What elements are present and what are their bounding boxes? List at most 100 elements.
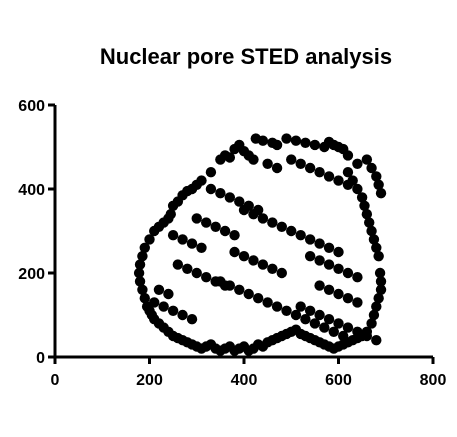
- data-point: [342, 293, 354, 304]
- data-point: [219, 280, 231, 291]
- data-point: [234, 284, 245, 295]
- data-point: [257, 135, 269, 146]
- data-point: [314, 238, 325, 249]
- data-point: [257, 259, 269, 270]
- data-point: [267, 263, 278, 274]
- data-point: [191, 267, 202, 279]
- data-point: [229, 230, 240, 241]
- data-point: [314, 309, 325, 321]
- data-point: [333, 318, 344, 329]
- y-tick-label: 0: [36, 350, 45, 367]
- data-point: [371, 171, 382, 182]
- data-point: [205, 183, 217, 195]
- data-point: [373, 251, 384, 262]
- data-point: [352, 183, 363, 195]
- data-point: [215, 188, 226, 199]
- data-point: [290, 309, 302, 321]
- data-point: [271, 139, 283, 151]
- data-point: [134, 259, 146, 270]
- data-point: [333, 288, 344, 300]
- chart-title: Nuclear pore STED analysis: [100, 44, 392, 69]
- data-point: [323, 314, 335, 325]
- data-point: [371, 301, 382, 312]
- data-point: [257, 213, 269, 224]
- data-point: [361, 330, 373, 342]
- data-point: [271, 301, 283, 312]
- data-point: [373, 293, 384, 304]
- data-point: [342, 167, 354, 178]
- data-point: [352, 272, 363, 283]
- data-point: [323, 259, 335, 270]
- data-point: [167, 230, 179, 241]
- data-point: [375, 284, 387, 295]
- data-point: [210, 276, 221, 287]
- data-point: [182, 263, 193, 274]
- data-point: [137, 251, 148, 262]
- data-point: [359, 200, 370, 211]
- data-point: [368, 234, 380, 245]
- data-point: [323, 242, 335, 253]
- y-tick-label: 600: [18, 98, 45, 115]
- data-point: [167, 305, 179, 316]
- data-point: [342, 150, 354, 161]
- data-point: [248, 154, 259, 165]
- data-point: [262, 158, 273, 169]
- data-point: [342, 267, 354, 279]
- data-point: [139, 242, 150, 253]
- data-point: [314, 255, 325, 266]
- y-tick-label: 400: [18, 182, 45, 199]
- data-point: [252, 293, 264, 304]
- data-point: [286, 225, 297, 237]
- data-point: [342, 322, 354, 333]
- data-point: [352, 297, 363, 308]
- data-point: [375, 276, 387, 287]
- data-point: [374, 267, 386, 279]
- data-point: [314, 280, 325, 291]
- data-point: [229, 246, 240, 258]
- data-point: [338, 330, 349, 342]
- x-tick-label: 200: [136, 372, 163, 389]
- data-point: [309, 139, 321, 151]
- data-point: [144, 234, 155, 245]
- data-point: [276, 221, 287, 232]
- data-point: [300, 314, 311, 325]
- data-point: [177, 309, 188, 321]
- data-points: [133, 133, 387, 356]
- data-point: [314, 167, 325, 178]
- data-point: [163, 288, 174, 300]
- data-point: [328, 326, 339, 337]
- data-point: [248, 255, 259, 266]
- data-point: [295, 230, 306, 241]
- data-point: [215, 154, 226, 165]
- data-point: [276, 267, 287, 279]
- data-point: [333, 246, 344, 258]
- y-tick-label: 200: [18, 266, 45, 283]
- data-point: [304, 234, 316, 245]
- data-point: [319, 322, 330, 333]
- data-point: [186, 314, 198, 325]
- data-point: [352, 158, 363, 169]
- data-point: [271, 162, 283, 174]
- data-point: [210, 221, 221, 232]
- data-point: [304, 162, 316, 174]
- data-point: [267, 217, 278, 228]
- data-point: [205, 167, 217, 178]
- data-point: [177, 234, 188, 245]
- data-point: [295, 158, 306, 169]
- data-point: [366, 225, 377, 237]
- data-point: [366, 318, 377, 329]
- data-point: [158, 301, 169, 312]
- data-point: [234, 196, 245, 207]
- data-point: [375, 188, 387, 199]
- data-point: [191, 213, 202, 224]
- data-point: [243, 288, 254, 300]
- data-point: [371, 335, 382, 346]
- data-point: [361, 209, 373, 220]
- data-point: [323, 171, 335, 182]
- data-point: [172, 259, 184, 270]
- data-point: [300, 137, 311, 148]
- data-point: [139, 293, 150, 304]
- data-point: [364, 217, 375, 228]
- data-point: [201, 272, 212, 283]
